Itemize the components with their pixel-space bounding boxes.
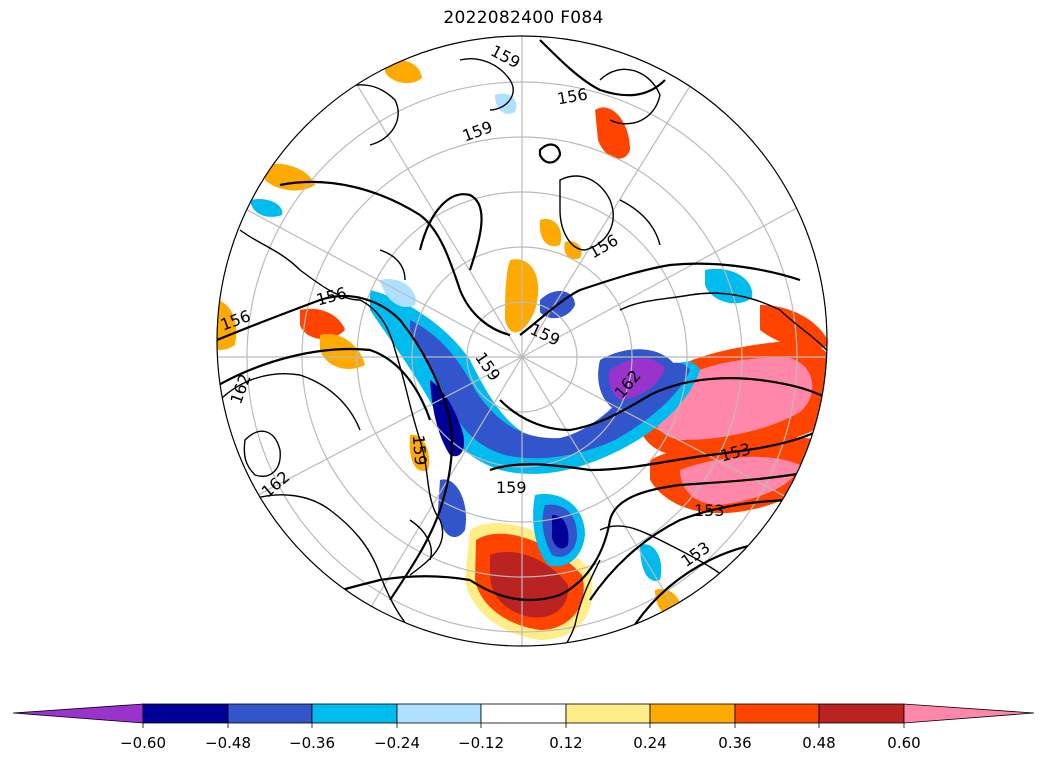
colorbar-tick-label: −0.12 (458, 734, 504, 752)
figure-title: 2022082400 F084 (443, 8, 604, 28)
colorbar-tick-label: −0.24 (374, 734, 420, 752)
colorbar-tick-label: 0.36 (718, 734, 751, 752)
colorbar-tick-label: −0.60 (120, 734, 166, 752)
contour-label: 153 (694, 501, 725, 520)
height-contours (217, 39, 827, 646)
colorbar-extend-min (12, 703, 144, 724)
colorbar (12, 703, 1035, 728)
colorbar-segment (396, 703, 482, 724)
colorbar-tick-label: 0.12 (549, 734, 582, 752)
contour-label: 159 (409, 434, 431, 466)
colorbar-segment (480, 703, 567, 724)
colorbar-segment (565, 703, 651, 724)
polar-map: 159 156 159 156 156 156 159 159 162 159 … (217, 36, 827, 674)
colorbar-tick-label: 0.24 (633, 734, 666, 752)
colorbar-ticks: −0.60 −0.48 −0.36 −0.24 −0.12 0.12 0.24 … (120, 734, 921, 752)
colorbar-segment (227, 703, 313, 724)
contour-label: 153 (428, 655, 459, 674)
colorbar-segment (818, 703, 905, 724)
map-boundary (216, 35, 828, 647)
colorbar-tick-label: 0.48 (802, 734, 835, 752)
colorbar-tick-label: −0.36 (289, 734, 335, 752)
colorbar-tick-label: 0.60 (887, 734, 920, 752)
contour-label: 159 (496, 478, 527, 497)
colorbar-segment (311, 703, 398, 724)
colorbar-segment (734, 703, 820, 724)
colorbar-extend-max (903, 703, 1035, 724)
graticule (217, 36, 827, 646)
colorbar-tick-label: −0.48 (205, 734, 251, 752)
colorbar-segment (142, 703, 229, 724)
colorbar-segment (649, 703, 736, 724)
